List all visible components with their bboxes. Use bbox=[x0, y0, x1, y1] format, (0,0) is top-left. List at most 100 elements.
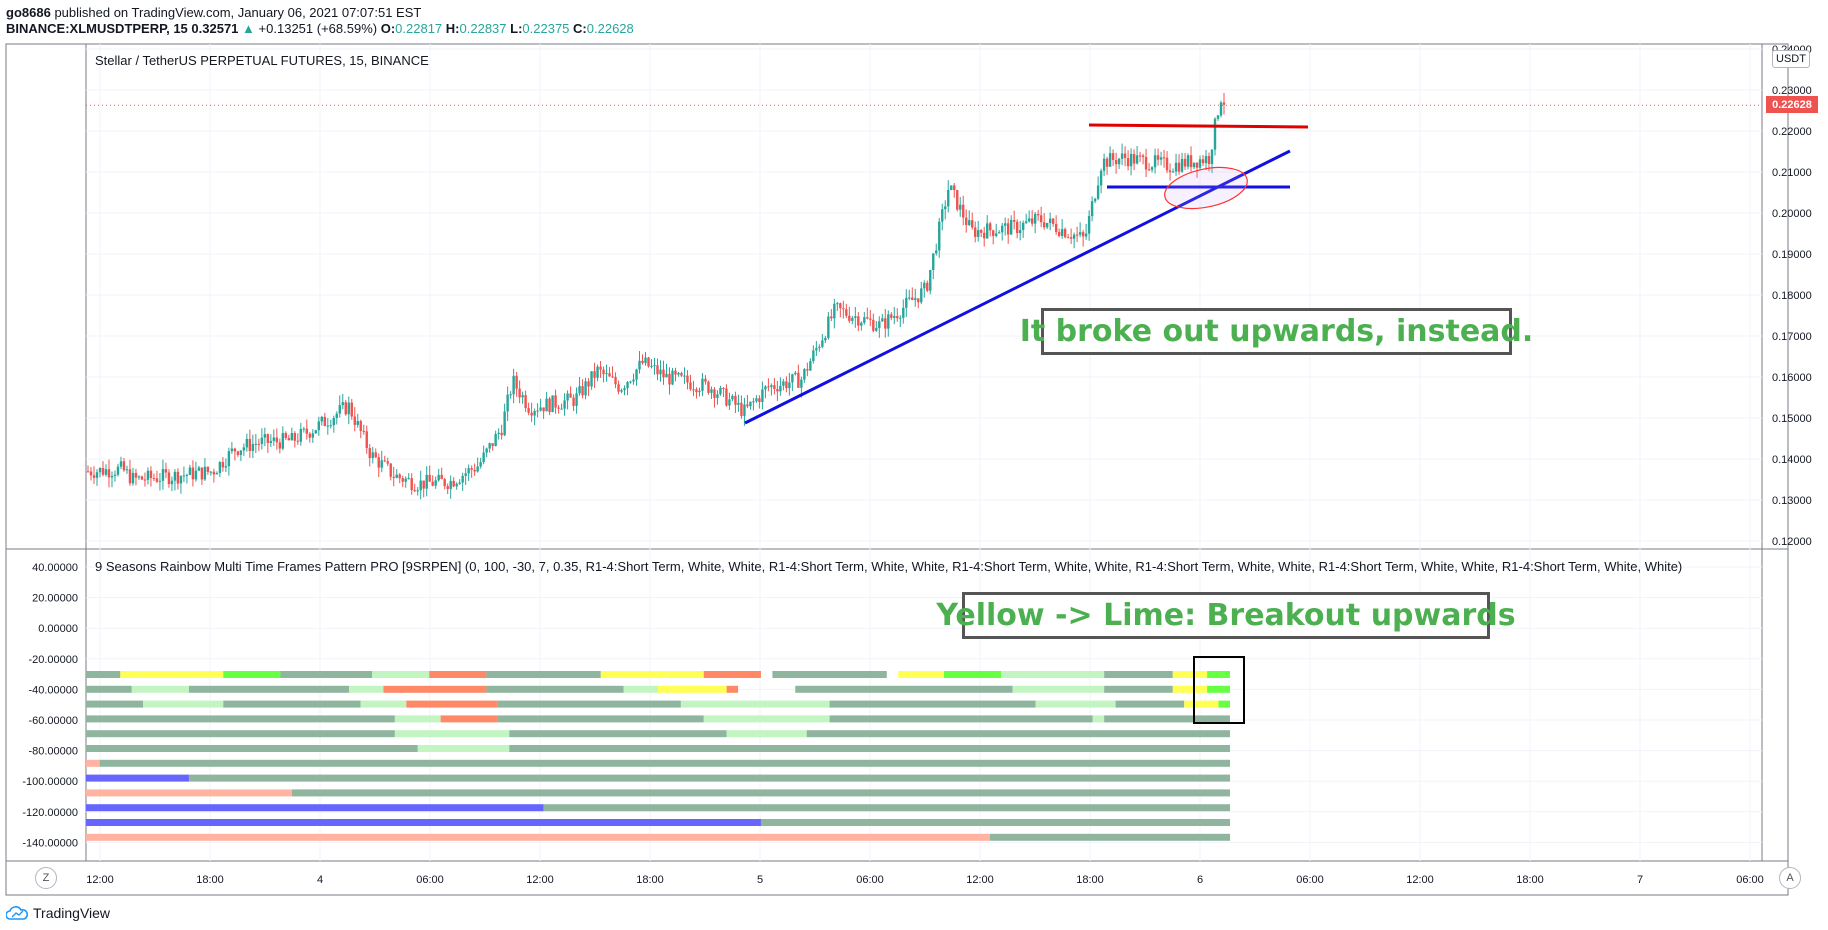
candle-down bbox=[134, 472, 138, 478]
candle-down bbox=[1189, 155, 1193, 168]
currency-badge[interactable]: USDT bbox=[1772, 50, 1810, 68]
candle-down bbox=[614, 376, 617, 385]
rainbow-segment bbox=[429, 671, 487, 678]
price-tick-label: 0.19000 bbox=[1772, 249, 1812, 261]
candle-up bbox=[878, 321, 881, 329]
rainbow-segment bbox=[772, 671, 887, 678]
candle-down bbox=[518, 388, 521, 398]
candle-up bbox=[137, 476, 141, 478]
time-tick-label: 7 bbox=[1637, 874, 1643, 886]
tradingview-logo[interactable]: TradingView bbox=[6, 903, 110, 923]
candle-down bbox=[917, 298, 920, 303]
indicator-tick-label: -60.00000 bbox=[28, 715, 78, 727]
candle-up bbox=[794, 372, 797, 375]
candle-down bbox=[86, 471, 90, 473]
candle-up bbox=[131, 472, 135, 484]
candle-down bbox=[305, 428, 309, 434]
rainbow-segment bbox=[1104, 715, 1230, 723]
candle-up bbox=[416, 490, 419, 492]
candle-down bbox=[500, 432, 503, 436]
candle-up bbox=[995, 233, 998, 236]
cloud-icon bbox=[6, 906, 28, 920]
author-name[interactable]: go8686 bbox=[6, 5, 51, 20]
candle-down bbox=[176, 471, 180, 484]
candle-down bbox=[296, 440, 300, 442]
candle-up bbox=[650, 365, 653, 367]
candle-up bbox=[638, 360, 641, 370]
rainbow-segment bbox=[86, 774, 189, 782]
candle-up bbox=[977, 230, 980, 237]
candle-up bbox=[185, 474, 189, 476]
candle-up bbox=[920, 288, 923, 303]
candle-up bbox=[701, 378, 704, 391]
candle-up bbox=[788, 382, 791, 389]
candles bbox=[86, 92, 1226, 500]
price-tick-label: 0.23000 bbox=[1772, 85, 1812, 97]
candle-up bbox=[179, 476, 183, 484]
candle-up bbox=[509, 394, 512, 396]
rainbow-segment bbox=[623, 685, 658, 693]
time-tick-label: 06:00 bbox=[856, 874, 884, 886]
candle-down bbox=[857, 316, 860, 326]
candle-up bbox=[632, 379, 635, 382]
candle-up bbox=[959, 204, 962, 210]
candle-down bbox=[848, 315, 851, 321]
candle-up bbox=[1009, 219, 1013, 235]
candle-down bbox=[206, 466, 210, 472]
candle-down bbox=[308, 433, 312, 438]
candle-down bbox=[980, 230, 983, 233]
candle-up bbox=[1045, 222, 1049, 228]
candle-up bbox=[1210, 149, 1214, 165]
time-tick-label: 06:00 bbox=[1296, 874, 1324, 886]
candle-up bbox=[419, 480, 422, 491]
candle-up bbox=[404, 478, 407, 482]
auto-scale-button[interactable]: A bbox=[1779, 867, 1801, 889]
indicator-title: 9 Seasons Rainbow Multi Time Frames Patt… bbox=[95, 559, 1683, 574]
candle-up bbox=[596, 366, 599, 378]
candle-up bbox=[947, 189, 950, 207]
candle-up bbox=[347, 402, 350, 415]
zoom-button[interactable]: Z bbox=[35, 867, 57, 889]
rainbow-segment bbox=[188, 685, 350, 693]
candle-down bbox=[383, 460, 386, 462]
candle-down bbox=[647, 357, 650, 367]
candle-up bbox=[893, 316, 896, 318]
candle-down bbox=[662, 369, 665, 378]
candle-up bbox=[254, 443, 258, 445]
candle-up bbox=[170, 480, 174, 485]
candle-up bbox=[728, 399, 731, 406]
candle-up bbox=[239, 450, 243, 455]
candle-down bbox=[431, 481, 434, 486]
candle-down bbox=[275, 437, 279, 443]
rainbow-segment bbox=[86, 804, 544, 812]
rainbow-segment bbox=[86, 715, 395, 723]
candle-down bbox=[572, 397, 575, 406]
candle-down bbox=[587, 381, 590, 387]
candle-down bbox=[734, 395, 737, 405]
candle-down bbox=[896, 316, 899, 319]
candle-up bbox=[1018, 229, 1022, 234]
time-tick-label: 18:00 bbox=[636, 874, 664, 886]
candle-down bbox=[704, 378, 707, 382]
candle-up bbox=[332, 418, 335, 426]
candle-up bbox=[449, 480, 452, 489]
candle-up bbox=[629, 381, 632, 383]
time-tick-label: 06:00 bbox=[1736, 874, 1764, 886]
candle-up bbox=[461, 475, 464, 483]
candle-up bbox=[1135, 155, 1139, 164]
rainbow-segment bbox=[291, 789, 1230, 797]
candle-down bbox=[746, 404, 749, 407]
candle-down bbox=[374, 452, 377, 458]
low-label: L: bbox=[510, 21, 523, 36]
candle-up bbox=[494, 433, 497, 447]
candle-down bbox=[491, 443, 494, 447]
candle-up bbox=[905, 297, 908, 308]
candle-down bbox=[599, 366, 602, 370]
close-label: C: bbox=[573, 21, 587, 36]
candle-up bbox=[227, 451, 231, 467]
candle-down bbox=[725, 388, 728, 406]
candle-down bbox=[524, 395, 527, 409]
rainbow-segment bbox=[1172, 685, 1208, 693]
indicator-tick-label: -40.00000 bbox=[28, 684, 78, 696]
